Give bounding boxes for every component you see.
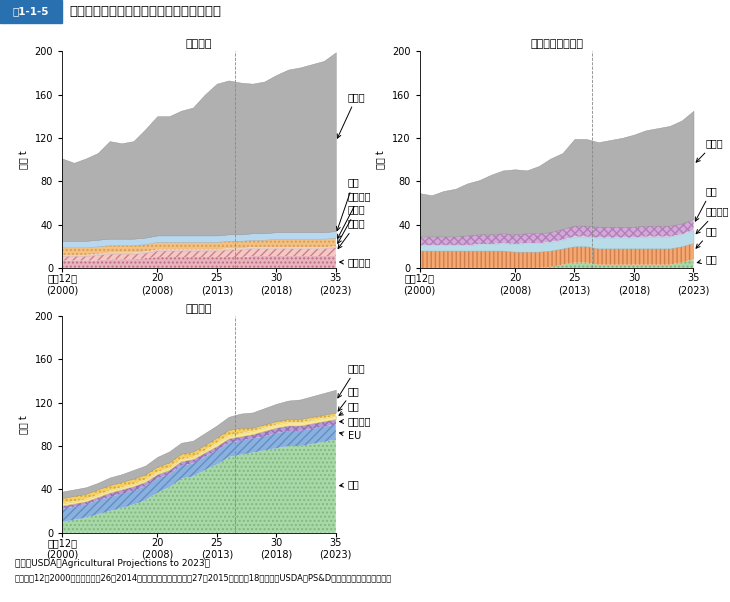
Text: 日本: 日本: [337, 177, 359, 231]
Bar: [0, 0, 62, 23]
Y-axis label: 百万 t: 百万 t: [377, 150, 387, 169]
Text: インド: インド: [338, 204, 365, 243]
Text: ネシア: ネシア: [338, 219, 365, 249]
Text: 日本: 日本: [696, 226, 717, 248]
Text: 中国: 中国: [697, 254, 717, 264]
Text: メキシコ: メキシコ: [339, 416, 371, 426]
Text: 資料：USDA「Agricultural Projections to 2023」: 資料：USDA「Agricultural Projections to 2023…: [15, 559, 210, 568]
Text: 韓国: 韓国: [695, 186, 717, 221]
Text: EU: EU: [339, 431, 361, 441]
Text: その他: その他: [337, 92, 365, 138]
Text: エジプト: エジプト: [339, 258, 371, 267]
Y-axis label: 百万 t: 百万 t: [19, 150, 29, 169]
Title: （小麦）: （小麦）: [185, 39, 212, 49]
Text: その他: その他: [338, 363, 365, 398]
Title: （とうもろこし）: （とうもろこし）: [530, 39, 583, 49]
Text: ブラジル: ブラジル: [337, 191, 371, 238]
Text: その他: その他: [696, 138, 723, 162]
Text: 日本: 日本: [338, 386, 359, 411]
Text: 注：平成12（2000）年から平成26（2014）年までの数値は、平成27（2015）年３月18日時点のUSDA「PS&D」の数値を利用している。: 注：平成12（2000）年から平成26（2014）年までの数値は、平成27（20…: [15, 573, 392, 582]
Text: 中国: 中国: [339, 479, 359, 489]
Text: メキシコ: メキシコ: [696, 206, 729, 234]
Title: （大豆）: （大豆）: [185, 304, 212, 314]
Text: 台湾: 台湾: [339, 401, 359, 415]
Text: 図1-1-5: 図1-1-5: [13, 7, 50, 16]
Text: 世界各国の穀物等の輸入量の推移と見通し: 世界各国の穀物等の輸入量の推移と見通し: [69, 5, 221, 18]
Y-axis label: 百万 t: 百万 t: [19, 415, 29, 434]
